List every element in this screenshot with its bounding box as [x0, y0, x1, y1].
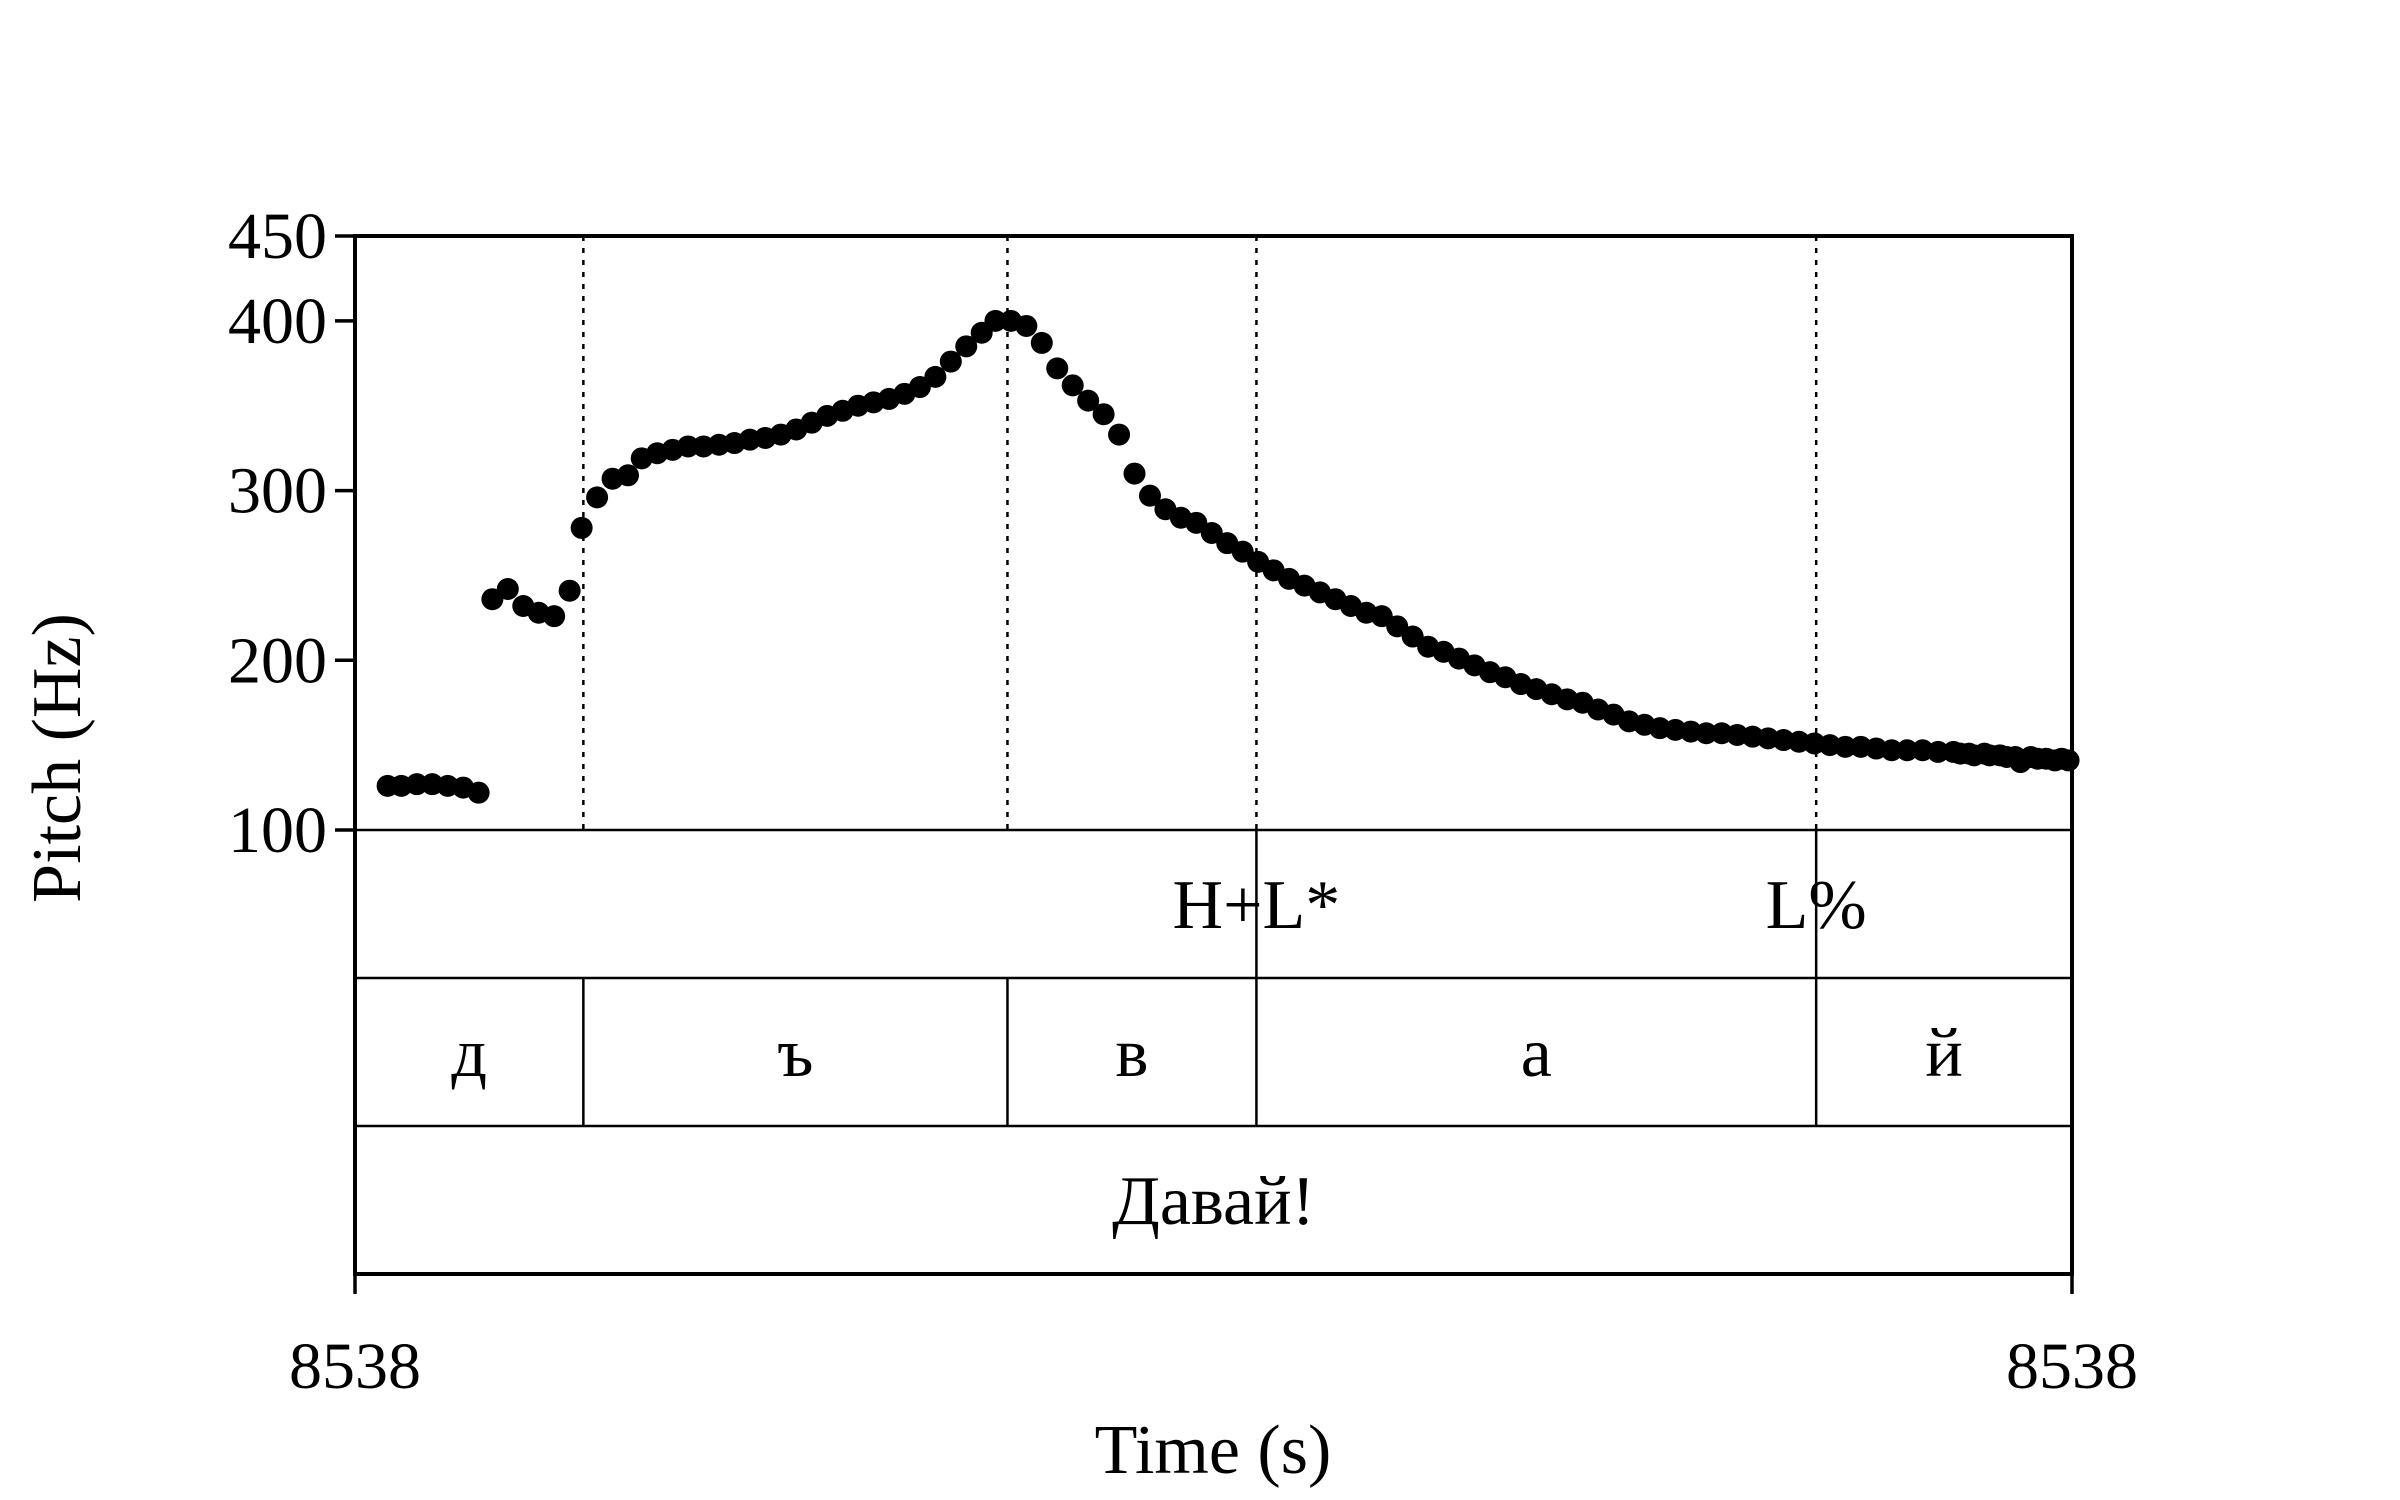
pitch-point-100	[1896, 739, 1919, 762]
y-tick-label-300: 300	[228, 455, 327, 528]
pitch-point-87	[1695, 722, 1718, 745]
pitch-point-43	[1015, 314, 1038, 337]
tier-tones-label-1: H+L*	[1173, 867, 1341, 944]
y-axis-title: Pitch (Hz)	[19, 613, 96, 903]
tier-segments-label-4: а	[1521, 1015, 1552, 1092]
pitch-point-116	[2009, 751, 2032, 774]
pitch-point-118	[2043, 749, 2066, 772]
tier-segments-label-3: в	[1115, 1015, 1148, 1092]
x-tick-label-1: 8538	[289, 1330, 421, 1403]
interval-boundaries	[582, 236, 1818, 830]
pitch-point-99	[1880, 739, 1903, 762]
tier-segments-label-1: д	[451, 1015, 487, 1092]
tier-segments-label-5: й	[1925, 1015, 1962, 1092]
pitch-point-113	[1963, 744, 1986, 767]
pitch-point-50	[1123, 462, 1146, 485]
pitch-point-96	[1834, 735, 1857, 758]
pitch-point-48	[1092, 403, 1115, 426]
pitch-point-114	[1978, 744, 2001, 767]
pitch-point-41	[984, 309, 1007, 332]
pitch-point-44	[1030, 331, 1053, 354]
x-axis: 8538 8538	[289, 1274, 2138, 1403]
pitch-point-17	[617, 464, 640, 487]
pitch-point-15	[586, 486, 609, 509]
pitch-point-13	[558, 579, 581, 602]
pitch-points	[376, 309, 2080, 804]
pitch-point-37	[924, 365, 947, 388]
pitch-point-12	[543, 605, 566, 628]
pitch-point-7	[467, 781, 490, 804]
plot-border	[353, 234, 2074, 1276]
pitch-point-9	[496, 578, 519, 601]
pitch-point-14	[570, 516, 593, 539]
y-axis: 100 200 300 400 450	[228, 200, 355, 867]
pitch-point-45	[1046, 357, 1069, 380]
pitch-point-102	[1927, 740, 1950, 763]
pitch-point-117	[2026, 747, 2049, 770]
pitch-point-3	[405, 773, 428, 796]
y-tick-label-400: 400	[228, 285, 327, 358]
pitch-point-21	[677, 435, 700, 458]
tier-words-label-1: Давай!	[1112, 1163, 1315, 1240]
y-tick-label-450: 450	[228, 200, 327, 273]
y-tick-label-100: 100	[228, 794, 327, 867]
pitch-point-49	[1108, 423, 1131, 446]
pitch-point-47	[1077, 389, 1100, 412]
x-axis-title: Time (s)	[1095, 1412, 1332, 1489]
y-tick-label-200: 200	[228, 624, 327, 697]
pitch-point-46	[1061, 374, 1084, 397]
pitch-point-38	[939, 350, 962, 373]
x-tick-label-2: 8538	[2006, 1330, 2138, 1403]
annotation-tiers: H+L* L% д ъ в а й Давай!	[451, 830, 1963, 1240]
tier-segments-label-2: ъ	[777, 1015, 813, 1092]
chart-frame	[353, 234, 2074, 1276]
tier-tones-label-2: L%	[1766, 867, 1867, 944]
pitch-point-39	[955, 335, 978, 358]
pitch-point-51	[1138, 484, 1161, 507]
